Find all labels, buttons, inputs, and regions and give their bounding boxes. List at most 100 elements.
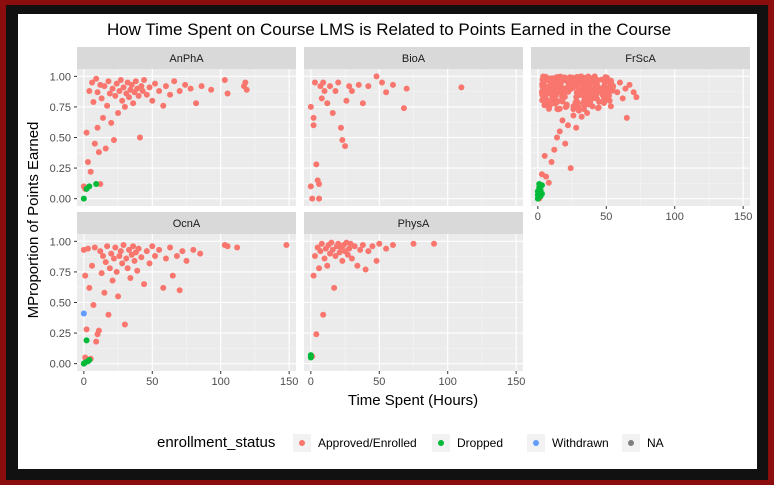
- data-point: [86, 284, 93, 291]
- data-point: [555, 106, 562, 113]
- data-point: [89, 262, 96, 269]
- legend-label-dropped: Dropped: [457, 436, 503, 450]
- data-point: [307, 352, 314, 359]
- data-point: [90, 99, 97, 106]
- data-point: [389, 81, 396, 88]
- data-point: [173, 253, 180, 260]
- facet-label-physa: PhysA: [398, 218, 430, 230]
- data-point: [139, 88, 146, 95]
- data-point: [548, 158, 555, 165]
- data-point: [119, 97, 126, 104]
- data-point: [389, 242, 396, 249]
- data-point: [337, 124, 344, 131]
- data-point: [328, 239, 335, 246]
- data-point: [355, 81, 362, 88]
- x-tick-label: 0: [308, 376, 314, 388]
- data-point: [332, 253, 339, 260]
- data-point: [130, 100, 137, 107]
- data-point: [383, 245, 390, 252]
- data-point: [90, 301, 97, 308]
- facet-label-anpha: AnPhA: [169, 53, 204, 65]
- data-point: [95, 149, 102, 156]
- data-point: [573, 124, 580, 131]
- data-point: [182, 81, 189, 88]
- data-point: [313, 161, 320, 168]
- data-point: [332, 88, 339, 95]
- data-point: [543, 173, 550, 180]
- data-point: [344, 251, 351, 258]
- data-point: [570, 106, 577, 113]
- data-point: [94, 89, 101, 96]
- data-point: [575, 107, 582, 114]
- x-tick-label: 50: [373, 376, 385, 388]
- data-point: [554, 134, 561, 141]
- data-point: [243, 86, 250, 93]
- data-point: [324, 100, 331, 107]
- data-point: [87, 168, 94, 175]
- data-point: [98, 270, 105, 277]
- data-point: [80, 310, 87, 317]
- data-point: [119, 260, 126, 267]
- data-point: [82, 272, 89, 279]
- data-point: [579, 92, 586, 99]
- data-point: [342, 143, 349, 150]
- data-point: [143, 91, 150, 98]
- data-point: [592, 91, 599, 98]
- data-point: [309, 195, 316, 202]
- data-point: [242, 79, 249, 86]
- facet-ocna: OcnA 0.00 0.25 0.50 0.75 1.00 0 50 100 150: [50, 212, 298, 388]
- data-point: [152, 253, 159, 260]
- data-point: [603, 85, 610, 92]
- data-point: [84, 158, 91, 165]
- data-point: [93, 338, 100, 345]
- facet-strip-anpha: [77, 47, 296, 69]
- chart-title: How Time Spent on Course LMS is Related …: [107, 20, 671, 39]
- data-point: [93, 75, 100, 82]
- data-point: [321, 255, 328, 262]
- data-point: [100, 114, 107, 121]
- data-point: [121, 103, 128, 110]
- data-point: [575, 92, 582, 99]
- data-point: [357, 246, 364, 253]
- data-point: [169, 272, 176, 279]
- data-point: [373, 73, 380, 80]
- data-point: [594, 83, 601, 90]
- data-point: [98, 95, 105, 102]
- data-point: [541, 97, 548, 104]
- data-point: [616, 79, 623, 86]
- data-point: [331, 284, 338, 291]
- data-point: [383, 89, 390, 96]
- data-point: [359, 242, 366, 249]
- data-point: [320, 311, 327, 318]
- y-tick-label: 0.75: [50, 267, 71, 279]
- data-point: [101, 83, 108, 90]
- data-point: [167, 91, 174, 98]
- data-point: [190, 246, 197, 253]
- data-point: [563, 103, 570, 110]
- data-point: [109, 85, 116, 92]
- data-point: [116, 88, 123, 95]
- data-point: [559, 98, 566, 105]
- data-point: [84, 245, 91, 252]
- facet-strip-frsca: [531, 47, 750, 69]
- data-point: [83, 326, 90, 333]
- data-point: [379, 79, 386, 86]
- data-point: [135, 245, 142, 252]
- data-point: [149, 97, 156, 104]
- data-point: [113, 268, 120, 275]
- data-point: [162, 83, 169, 90]
- data-point: [376, 240, 383, 247]
- data-point: [348, 255, 355, 262]
- data-point: [369, 243, 376, 250]
- facet-label-frsca: FrScA: [625, 53, 656, 65]
- data-point: [91, 244, 98, 251]
- data-point: [106, 265, 113, 272]
- y-tick-label: 0.25: [50, 328, 71, 340]
- data-point: [339, 136, 346, 143]
- data-point: [104, 102, 111, 109]
- data-point: [93, 180, 100, 187]
- data-point: [101, 289, 108, 296]
- data-point: [619, 95, 626, 102]
- data-point: [541, 152, 548, 159]
- data-point: [86, 356, 93, 363]
